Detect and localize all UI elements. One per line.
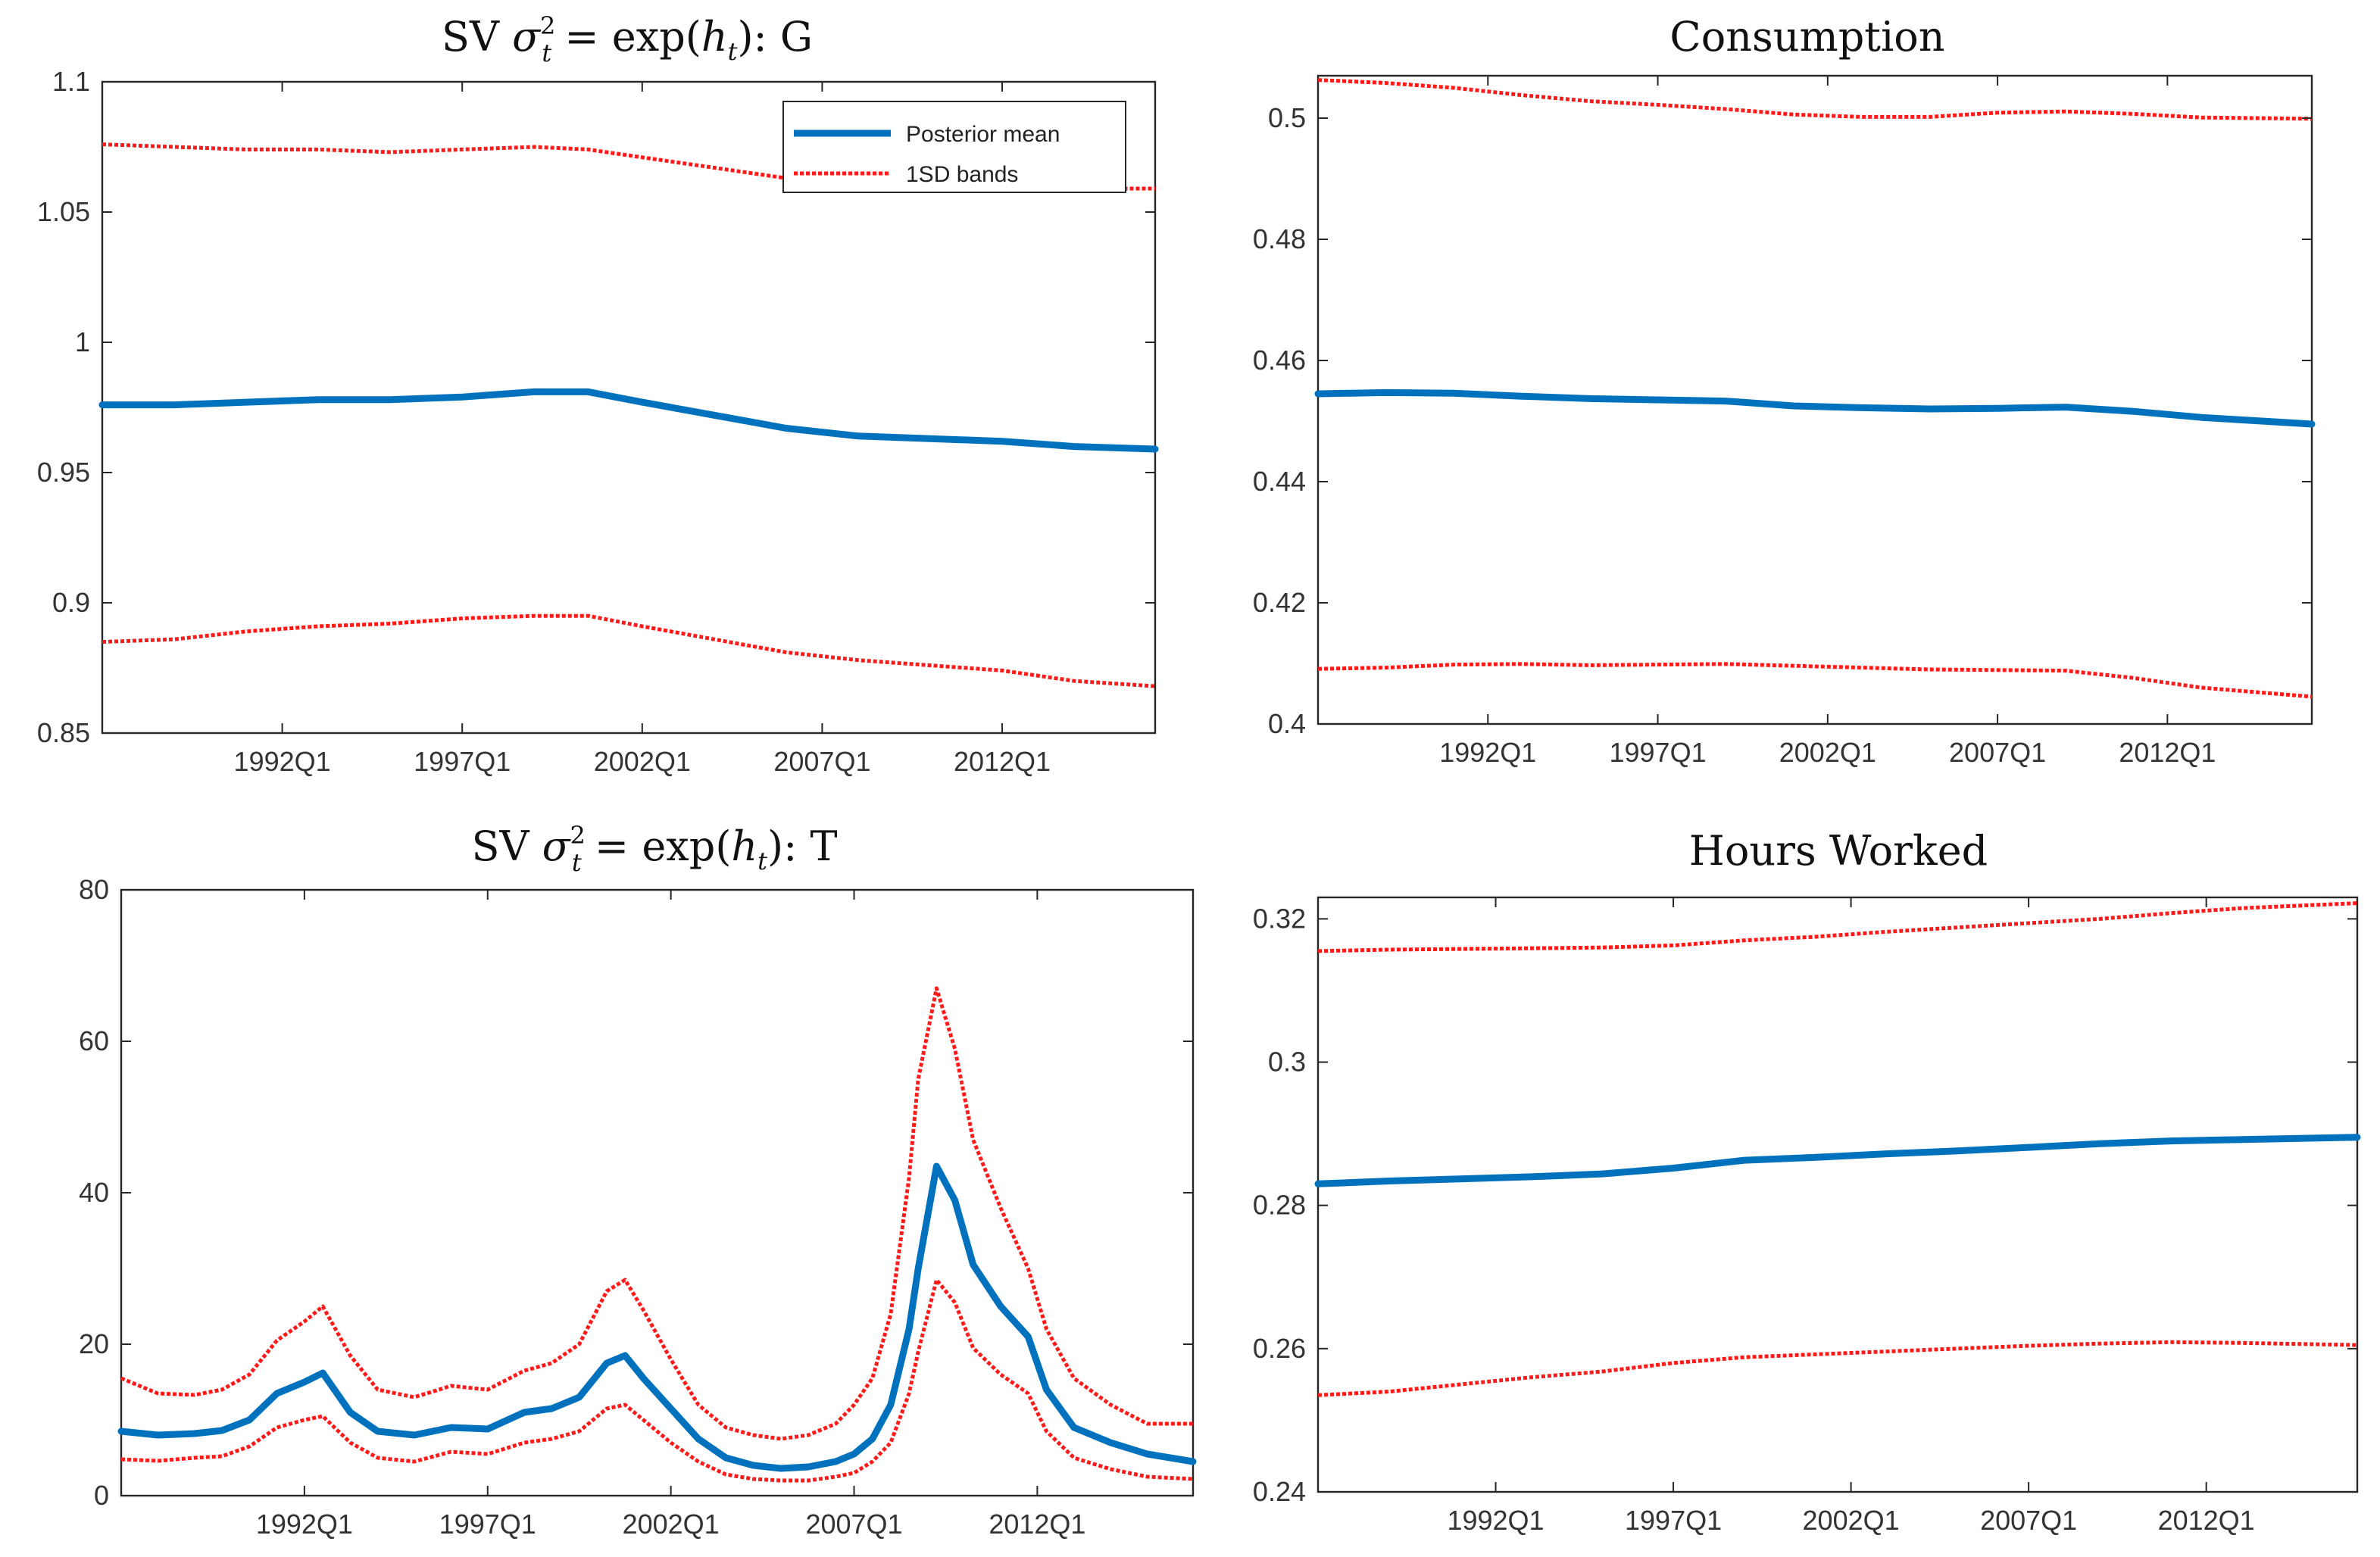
panel-sv-g: SV σ2 t = exp(ht): G 0.85 0.9 0.95 1 1.05 1.1 1… bbox=[37, 11, 1159, 777]
x-tick-label: 2012Q1 bbox=[989, 1509, 1085, 1540]
series-line-posterior-mean bbox=[1314, 388, 2316, 428]
ticks-layer: 0 20 40 60 80 1992Q1 1997Q1 2002Q1 2007Q1 2012Q1 bbox=[79, 874, 1193, 1540]
y-tick-label: 20 bbox=[79, 1328, 109, 1359]
y-tick-label: 0.28 bbox=[1253, 1190, 1306, 1221]
y-tick-label: 0.26 bbox=[1253, 1333, 1306, 1364]
series-line-band-lower bbox=[102, 613, 1156, 688]
panel-sv-t: SV σ2 t = exp(ht): T 0 20 40 60 80 1992Q1 1997Q… bbox=[79, 821, 1197, 1540]
x-tick-label: 1992Q1 bbox=[234, 746, 331, 777]
x-tick-label: 2007Q1 bbox=[1949, 737, 2046, 768]
y-tick-label: 0.42 bbox=[1253, 587, 1306, 618]
legend-box bbox=[782, 101, 1126, 193]
y-tick-label: 0.95 bbox=[37, 457, 90, 488]
series-line-band-lower bbox=[1317, 662, 2313, 699]
series-line-band-upper bbox=[1317, 78, 2313, 121]
x-tick-label: 1997Q1 bbox=[1609, 737, 1706, 768]
axes-box bbox=[1316, 74, 2313, 725]
legend: Posterior mean 1SD bands bbox=[782, 101, 1126, 193]
x-tick-label: 1997Q1 bbox=[439, 1509, 536, 1540]
panel-consumption: Consumption 0.4 0.42 0.44 0.46 0.48 0.5 1992Q1… bbox=[1253, 13, 2316, 768]
panel-hours-worked: Hours Worked 0.24 0.26 0.28 0.3 0.32 1992Q1 19… bbox=[1253, 827, 2361, 1536]
x-tick-label: 1992Q1 bbox=[256, 1509, 353, 1540]
y-tick-label: 80 bbox=[79, 874, 109, 905]
series-line-band-lower bbox=[1317, 1340, 2358, 1397]
panel-title: SV σ2 t = exp(ht): G bbox=[442, 11, 813, 67]
series-line-posterior-mean bbox=[1314, 1134, 2361, 1187]
x-tick-label: 2007Q1 bbox=[773, 746, 870, 777]
x-tick-label: 2002Q1 bbox=[594, 746, 691, 777]
x-tick-label: 1992Q1 bbox=[1447, 1505, 1544, 1536]
x-tick-label: 2007Q1 bbox=[805, 1509, 902, 1540]
y-tick-label: 60 bbox=[79, 1025, 109, 1056]
x-tick-label: 2002Q1 bbox=[1779, 737, 1876, 768]
y-tick-label: 0.4 bbox=[1268, 708, 1306, 739]
series-layer bbox=[117, 986, 1197, 1483]
y-tick-label: 1 bbox=[75, 326, 90, 357]
y-tick-label: 0 bbox=[94, 1480, 109, 1511]
series-line-band-upper bbox=[120, 986, 1193, 1441]
x-tick-label: 1992Q1 bbox=[1439, 737, 1536, 768]
x-tick-label: 2007Q1 bbox=[1980, 1505, 2077, 1536]
x-tick-label: 2002Q1 bbox=[623, 1509, 720, 1540]
series-line-band-upper bbox=[1317, 901, 2358, 953]
x-tick-label: 2012Q1 bbox=[954, 746, 1051, 777]
y-tick-label: 0.85 bbox=[37, 717, 90, 748]
x-tick-label: 2002Q1 bbox=[1803, 1505, 1900, 1536]
y-tick-label: 0.3 bbox=[1268, 1047, 1306, 1078]
y-tick-label: 0.46 bbox=[1253, 345, 1306, 376]
ticks-layer: 0.24 0.26 0.28 0.3 0.32 1992Q1 1997Q1 2002Q1 200… bbox=[1253, 897, 2357, 1536]
y-tick-label: 0.5 bbox=[1268, 102, 1306, 133]
y-tick-label: 40 bbox=[79, 1177, 109, 1208]
legend-label-bands: 1SD bands bbox=[906, 162, 1018, 187]
legend-label-mean: Posterior mean bbox=[906, 122, 1060, 147]
panel-title: SV σ2 t = exp(ht): T bbox=[472, 821, 838, 877]
x-tick-label: 1997Q1 bbox=[1625, 1505, 1722, 1536]
series-line-band-lower bbox=[120, 1278, 1194, 1483]
series-line-posterior-mean bbox=[117, 1162, 1197, 1472]
axes-box bbox=[1316, 896, 2359, 1493]
ticks-layer: 0.85 0.9 0.95 1 1.05 1.1 1992Q1 1997Q1 2002Q1 200… bbox=[37, 66, 1155, 777]
y-tick-label: 1.05 bbox=[37, 196, 90, 227]
y-tick-label: 0.9 bbox=[52, 587, 90, 618]
series-layer bbox=[98, 142, 1159, 688]
ticks-layer: 0.4 0.42 0.44 0.46 0.48 0.5 1992Q1 1997Q1 2002Q1… bbox=[1253, 76, 2312, 768]
x-tick-label: 2012Q1 bbox=[2119, 737, 2216, 768]
panel-title: Consumption bbox=[1669, 13, 1944, 61]
series-layer bbox=[1314, 901, 2361, 1397]
y-tick-label: 0.44 bbox=[1253, 466, 1306, 497]
y-tick-label: 1.1 bbox=[52, 66, 90, 97]
y-tick-label: 0.24 bbox=[1253, 1476, 1306, 1507]
y-tick-label: 0.48 bbox=[1253, 223, 1306, 254]
series-line-posterior-mean bbox=[98, 388, 1159, 453]
panel-title: Hours Worked bbox=[1689, 827, 1988, 875]
y-tick-label: 0.32 bbox=[1253, 903, 1306, 934]
x-tick-label: 2012Q1 bbox=[2158, 1505, 2255, 1536]
x-tick-label: 1997Q1 bbox=[414, 746, 511, 777]
series-layer bbox=[1314, 78, 2316, 699]
